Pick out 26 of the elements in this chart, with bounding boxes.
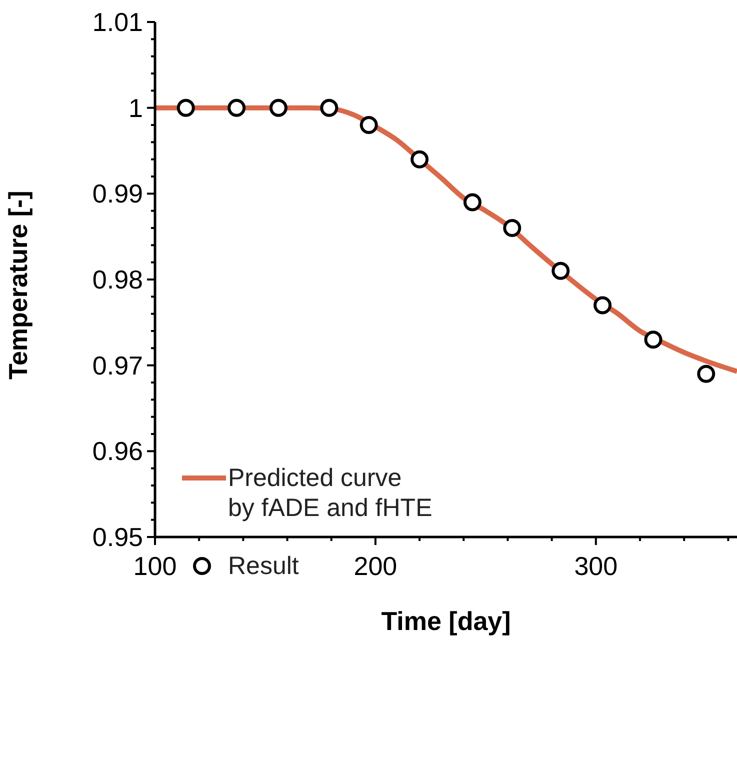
legend-label: Predicted curve by fADE and fHTE [228,463,432,523]
point [463,193,482,212]
y-tick-label: 1 [128,92,143,123]
point [644,330,662,349]
x-axis-title: Time [day] [381,606,511,636]
legend-label: Result [228,551,299,581]
point [360,116,378,134]
y-tick-label: 0.99 [92,178,143,209]
y-tick-label: 0.98 [92,264,143,294]
point [594,296,612,314]
point [269,98,288,117]
point [552,262,570,280]
point [503,219,522,237]
point [410,150,429,168]
y-tick-label: 0.96 [92,436,143,466]
y-tick-label: 0.95 [92,522,143,552]
x-tick-label: 200 [354,551,398,581]
point [176,98,195,117]
y-axis-title: Temperature [-] [3,190,34,380]
point [697,364,716,383]
point [320,98,338,117]
y-tick-label: 0.97 [92,350,143,380]
x-tick-label: 300 [574,551,618,581]
y-tick-label: 1.01 [92,7,143,37]
x-tick-label: 100 [133,551,177,581]
point [228,98,246,117]
